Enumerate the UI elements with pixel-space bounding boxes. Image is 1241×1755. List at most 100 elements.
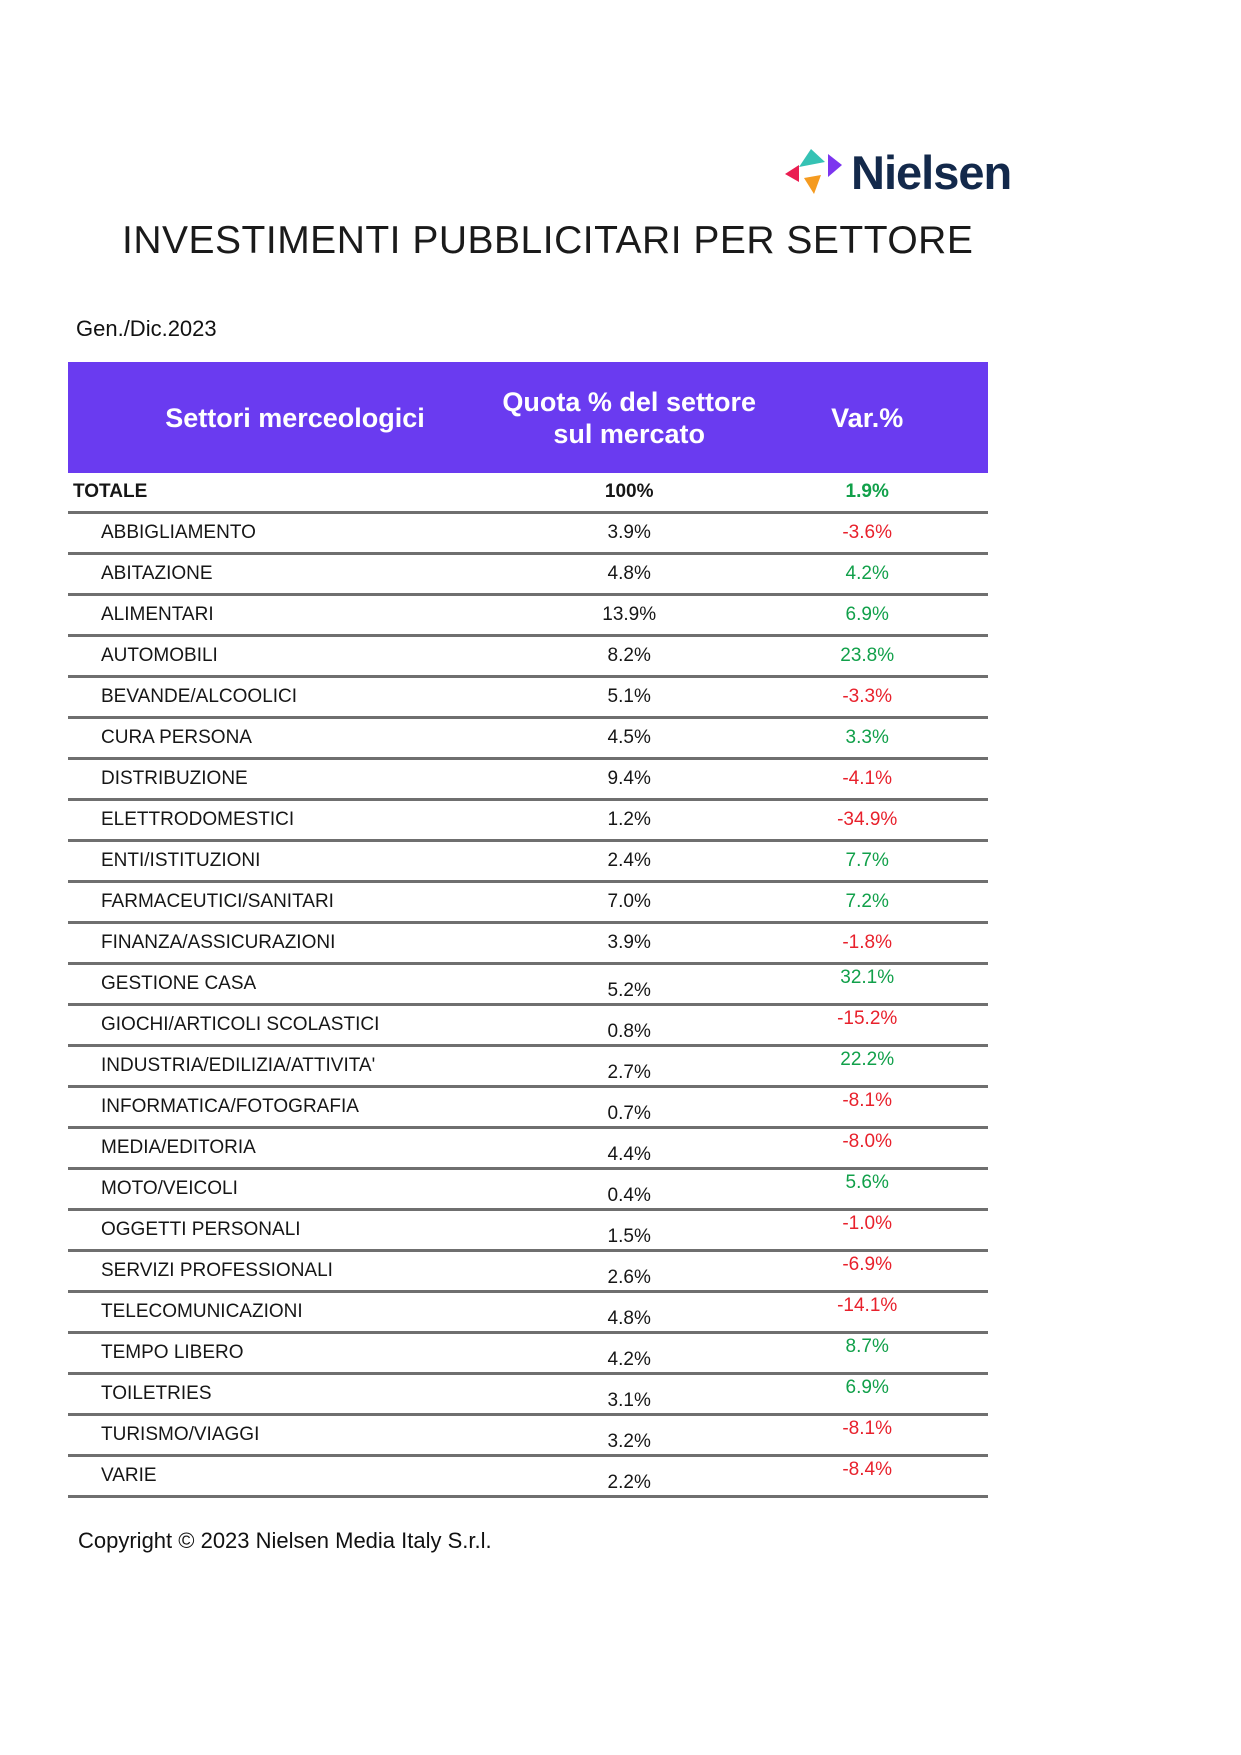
table-row: INFORMATICA/FOTOGRAFIA 0.7% -8.1% (68, 1088, 988, 1129)
sector-name-cell: GIOCHI/ARTICOLI SCOLASTICI (101, 1014, 380, 1035)
table-row: ABBIGLIAMENTO 3.9% -3.6% (68, 514, 988, 555)
var-value-cell: 6.9% (845, 604, 889, 625)
var-value-cell: -8.1% (842, 1090, 892, 1111)
share-value-cell: 5.2% (607, 980, 651, 1001)
var-value-cell: -4.1% (842, 768, 892, 789)
sector-name-cell: TOILETRIES (101, 1383, 212, 1404)
sector-name-cell: ABITAZIONE (101, 563, 213, 584)
nielsen-logo-icon (785, 149, 842, 194)
table-row: DISTRIBUZIONE 9.4% -4.1% (68, 760, 988, 801)
sector-name-cell: TOTALE (73, 481, 148, 502)
share-value-cell: 4.4% (607, 1144, 651, 1165)
share-value-cell: 13.9% (602, 604, 657, 625)
share-value-cell: 4.5% (607, 727, 651, 748)
copyright-text: Copyright © 2023 Nielsen Media Italy S.r… (78, 1528, 492, 1553)
var-value-cell: -1.8% (842, 932, 892, 953)
share-value-cell: 2.7% (607, 1062, 651, 1083)
sector-name-cell: VARIE (101, 1465, 157, 1486)
sector-name-cell: ABBIGLIAMENTO (101, 522, 256, 543)
share-value-cell: 2.4% (607, 850, 651, 871)
table-row: ABITAZIONE 4.8% 4.2% (68, 555, 988, 596)
table-row-total: TOTALE 100% 1.9% (68, 473, 988, 514)
sector-name-cell: SERVIZI PROFESSIONALI (101, 1260, 333, 1281)
sector-name-cell: FARMACEUTICI/SANITARI (101, 891, 334, 912)
column-header-var: Var.% (831, 402, 904, 433)
var-value-cell: -34.9% (837, 809, 898, 830)
var-value-cell: 5.6% (845, 1172, 889, 1193)
sector-name-cell: TELECOMUNICAZIONI (101, 1301, 303, 1322)
sector-name-cell: DISTRIBUZIONE (101, 768, 248, 789)
share-value-cell: 4.8% (607, 563, 651, 584)
table-row: TOILETRIES 3.1% 6.9% (68, 1375, 988, 1416)
sector-name-cell: INDUSTRIA/EDILIZIA/ATTIVITA' (101, 1055, 376, 1076)
share-value-cell: 5.1% (607, 686, 651, 707)
table-row: BEVANDE/ALCOOLICI 5.1% -3.3% (68, 678, 988, 719)
nielsen-logo: Nielsen (784, 145, 1012, 199)
sector-name-cell: CURA PERSONA (101, 727, 252, 748)
share-value-cell: 2.2% (607, 1472, 651, 1493)
sector-name-cell: GESTIONE CASA (101, 973, 257, 994)
share-value-cell: 1.5% (607, 1226, 651, 1247)
period-label: Gen./Dic.2023 (76, 316, 217, 341)
var-value-cell: 23.8% (840, 645, 895, 666)
var-value-cell: -8.0% (842, 1131, 892, 1152)
sector-name-cell: BEVANDE/ALCOOLICI (101, 686, 298, 707)
share-value-cell: 0.8% (607, 1021, 651, 1042)
table-row: ELETTRODOMESTICI 1.2% -34.9% (68, 801, 988, 842)
share-value-cell: 7.0% (607, 891, 651, 912)
sector-name-cell: INFORMATICA/FOTOGRAFIA (101, 1096, 359, 1117)
var-value-cell: 7.7% (845, 850, 889, 871)
column-header-sector: Settori merceologici (165, 402, 425, 433)
var-value-cell: -8.4% (842, 1459, 892, 1480)
var-value-cell: -6.9% (842, 1254, 892, 1275)
share-value-cell: 3.9% (607, 522, 651, 543)
var-value-cell: -3.3% (842, 686, 892, 707)
share-value-cell: 3.2% (607, 1431, 651, 1452)
share-value-cell: 8.2% (607, 645, 651, 666)
page-title: INVESTIMENTI PUBBLICITARI PER SETTORE (122, 219, 974, 262)
var-value-cell: 8.7% (845, 1336, 889, 1357)
share-value-cell: 4.2% (607, 1349, 651, 1370)
sector-name-cell: TURISMO/VIAGGI (101, 1424, 260, 1445)
var-value-cell: -3.6% (842, 522, 892, 543)
sector-name-cell: ALIMENTARI (101, 604, 214, 625)
table-row: OGGETTI PERSONALI 1.5% -1.0% (68, 1211, 988, 1252)
table-row: CURA PERSONA 4.5% 3.3% (68, 719, 988, 760)
table-row: AUTOMOBILI 8.2% 23.8% (68, 637, 988, 678)
table-row: TURISMO/VIAGGI 3.2% -8.1% (68, 1416, 988, 1457)
sector-name-cell: OGGETTI PERSONALI (101, 1219, 301, 1240)
sector-name-cell: ELETTRODOMESTICI (101, 809, 295, 830)
var-value-cell: 32.1% (840, 967, 895, 988)
investments-table: Settori merceologici Quota % del settore… (68, 362, 988, 1498)
share-value-cell: 2.6% (607, 1267, 651, 1288)
nielsen-wordmark: Nielsen (851, 145, 1012, 199)
table-header-row: Settori merceologici Quota % del settore… (68, 362, 988, 473)
table-row: GIOCHI/ARTICOLI SCOLASTICI 0.8% -15.2% (68, 1006, 988, 1047)
table-row: FARMACEUTICI/SANITARI 7.0% 7.2% (68, 883, 988, 924)
table-body: TOTALE 100% 1.9% ABBIGLIAMENTO 3.9% -3.6… (68, 473, 988, 1498)
var-value-cell: 22.2% (840, 1049, 895, 1070)
sector-name-cell: TEMPO LIBERO (101, 1342, 244, 1363)
var-value-cell: 1.9% (845, 481, 889, 502)
var-value-cell: 3.3% (845, 727, 889, 748)
sector-name-cell: MEDIA/EDITORIA (101, 1137, 256, 1158)
var-value-cell: -15.2% (837, 1008, 898, 1029)
var-value-cell: -1.0% (842, 1213, 892, 1234)
table-row: TELECOMUNICAZIONI 4.8% -14.1% (68, 1293, 988, 1334)
var-value-cell: -8.1% (842, 1418, 892, 1439)
share-value-cell: 3.9% (607, 932, 651, 953)
sector-name-cell: FINANZA/ASSICURAZIONI (101, 932, 336, 953)
var-value-cell: 6.9% (845, 1377, 889, 1398)
table-row: INDUSTRIA/EDILIZIA/ATTIVITA' 2.7% 22.2% (68, 1047, 988, 1088)
column-header-share: Quota % del settore sul mercato (502, 386, 756, 449)
table-row: FINANZA/ASSICURAZIONI 3.9% -1.8% (68, 924, 988, 965)
sector-name-cell: MOTO/VEICOLI (101, 1178, 238, 1199)
table-row: MOTO/VEICOLI 0.4% 5.6% (68, 1170, 988, 1211)
var-value-cell: -14.1% (837, 1295, 898, 1316)
var-value-cell: 7.2% (845, 891, 889, 912)
table-row: ENTI/ISTITUZIONI 2.4% 7.7% (68, 842, 988, 883)
table-row: SERVIZI PROFESSIONALI 2.6% -6.9% (68, 1252, 988, 1293)
sector-name-cell: AUTOMOBILI (101, 645, 218, 666)
share-value-cell: 4.8% (607, 1308, 651, 1329)
share-value-cell: 9.4% (607, 768, 651, 789)
